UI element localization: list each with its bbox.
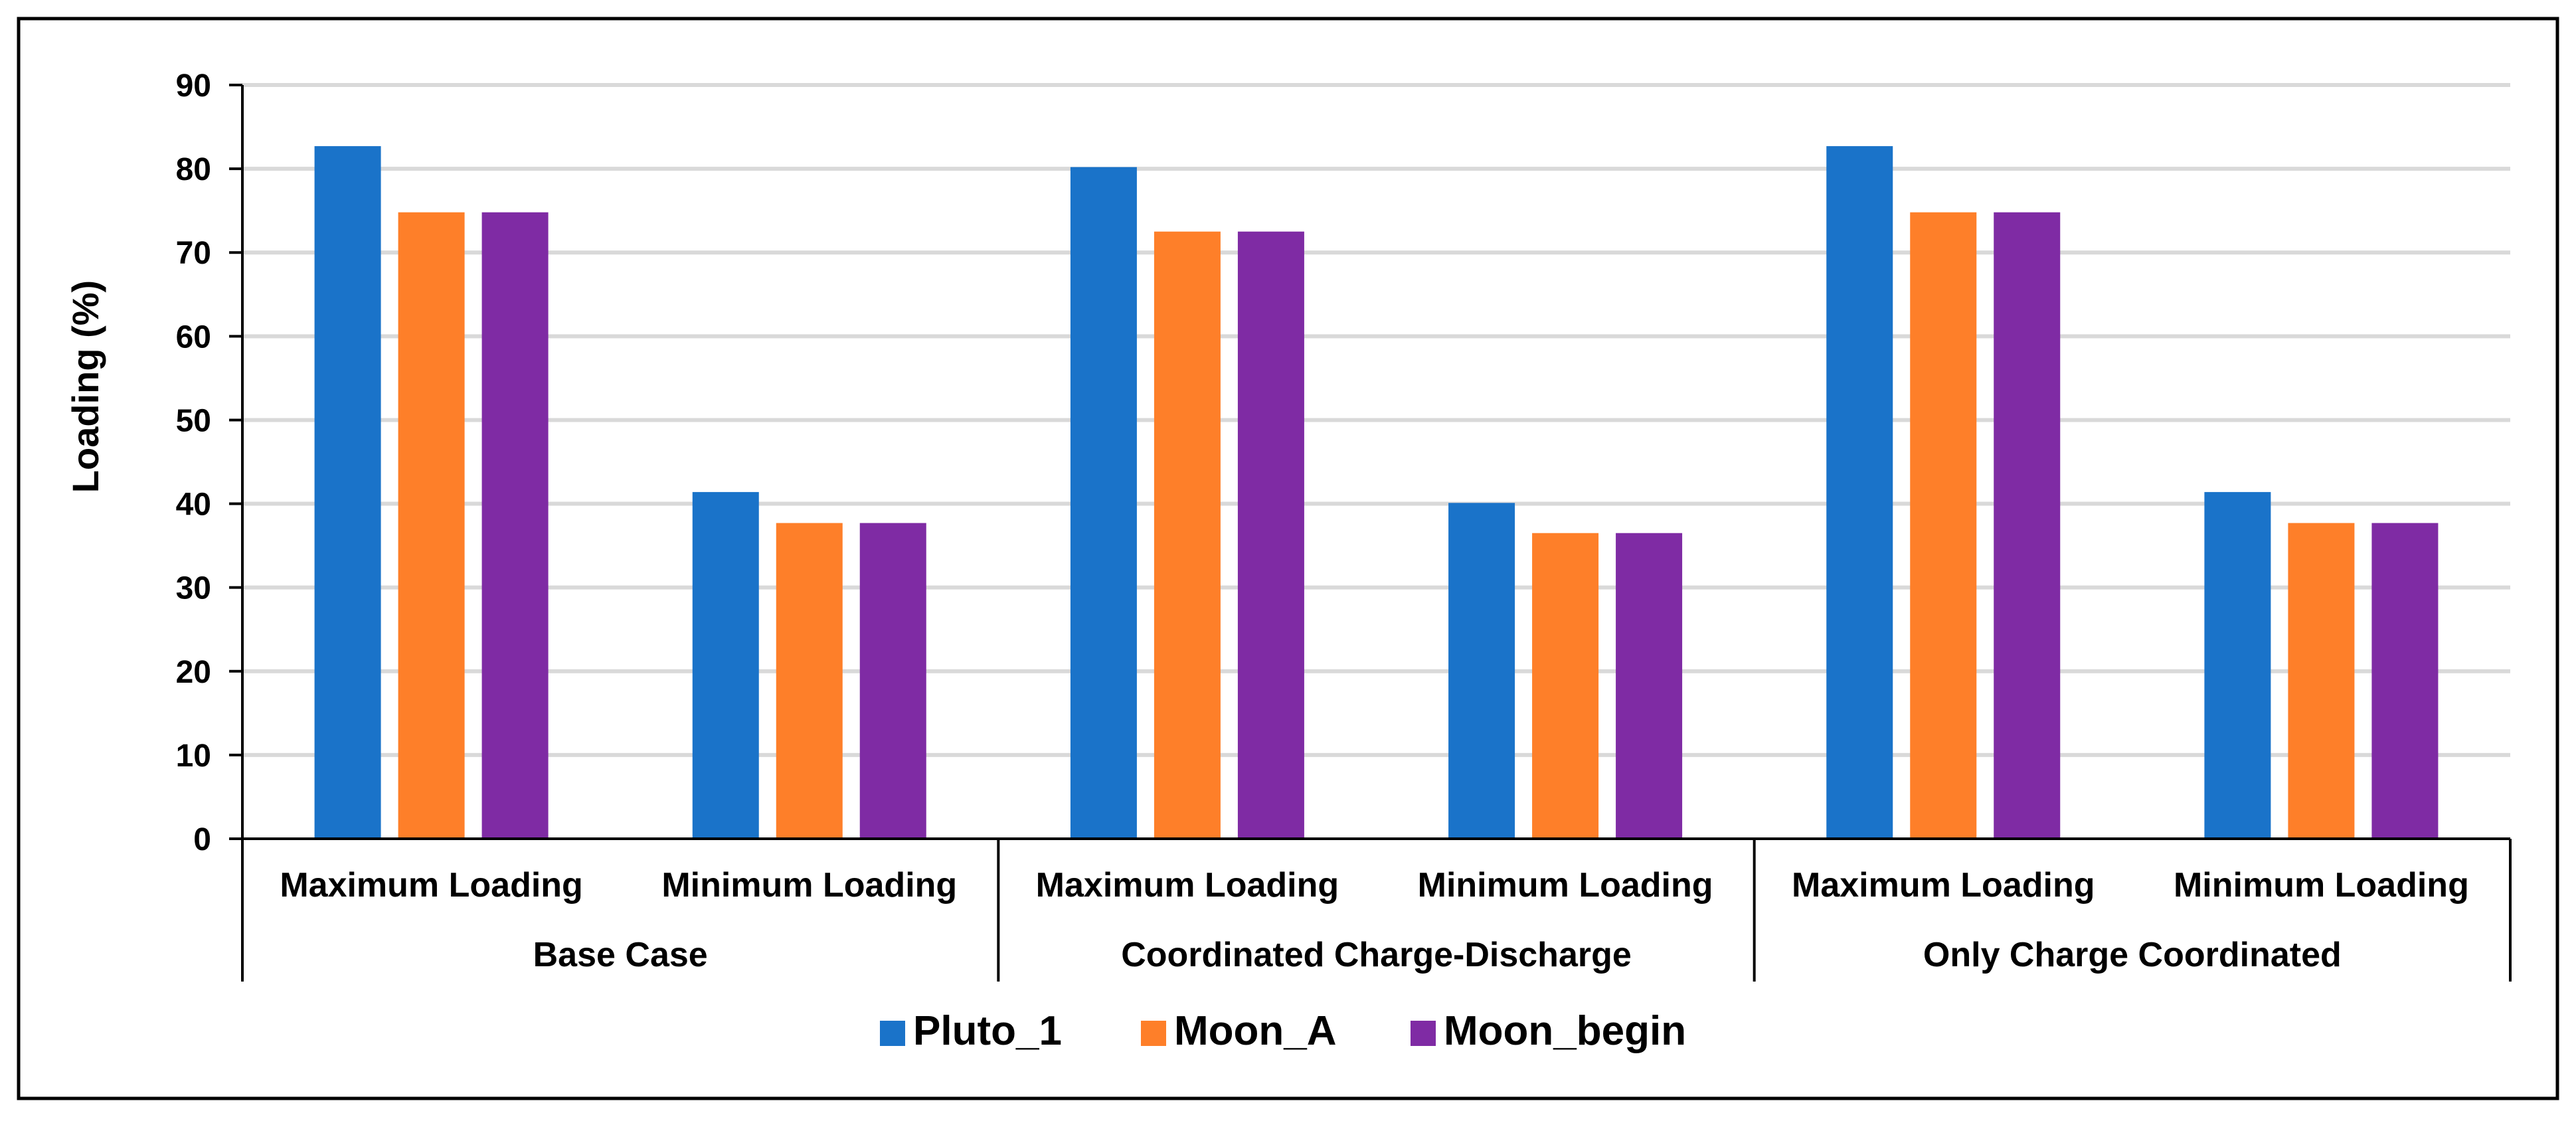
x-category-label: Minimum Loading (661, 866, 957, 905)
y-tick-label: 70 (176, 236, 211, 271)
x-group-label: Only Charge Coordinated (1923, 936, 2342, 974)
bars (314, 146, 2439, 839)
bar-moon-begin (2371, 523, 2439, 839)
legend-item: Moon_A (1141, 1008, 1337, 1054)
bar-moon-a (1532, 533, 1599, 839)
legend-label: Moon_begin (1444, 1008, 1686, 1054)
bar-moon-begin (1616, 533, 1683, 839)
y-tick-label: 90 (176, 68, 211, 104)
legend-item: Pluto_1 (880, 1008, 1062, 1054)
y-tick-label: 20 (176, 655, 211, 690)
bar-moon-begin (859, 523, 926, 839)
legend-swatch (1141, 1021, 1166, 1046)
bar-pluto-1 (314, 146, 381, 839)
bar-pluto-1 (1070, 167, 1137, 839)
gridlines (242, 83, 2510, 757)
y-tick-label: 0 (193, 822, 211, 857)
y-tick-label: 80 (176, 152, 211, 187)
bar-moon-begin (1237, 231, 1304, 839)
legend-swatch (1411, 1021, 1436, 1046)
bar-pluto-1 (692, 491, 759, 839)
y-tick-label: 40 (176, 487, 211, 523)
x-group-label: Coordinated Charge-Discharge (1121, 936, 1632, 974)
y-tick-label: 60 (176, 319, 211, 355)
bar-moon-a (1910, 212, 1977, 839)
legend-swatch (880, 1021, 905, 1046)
legend: Pluto_1 Moon_A Moon_begin (880, 1008, 1686, 1054)
y-axis-title: Loading (%) (64, 280, 106, 493)
bar-moon-a (398, 212, 465, 839)
x-category-label: Minimum Loading (2174, 866, 2469, 905)
y-tick-label: 50 (176, 403, 211, 438)
bar-pluto-1 (1448, 503, 1515, 839)
y-tick-label: 10 (176, 738, 211, 774)
legend-label: Moon_A (1174, 1008, 1337, 1054)
x-category-label: Maximum Loading (1792, 866, 2095, 905)
x-category-label: Minimum Loading (1418, 866, 1713, 905)
bar-pluto-1 (2204, 491, 2271, 839)
bar-moon-a (776, 523, 843, 839)
x-group-label: Base Case (533, 936, 708, 974)
bar-pluto-1 (1826, 146, 1893, 839)
bar-moon-begin (481, 212, 549, 839)
legend-label: Pluto_1 (913, 1008, 1062, 1054)
x-category-label: Maximum Loading (280, 866, 582, 905)
y-tick-label: 30 (176, 571, 211, 606)
axes: 0 10 20 30 40 50 60 70 80 90 Maximum Loading Minimu… (176, 68, 2512, 982)
x-category-label: Maximum Loading (1036, 866, 1339, 905)
legend-item: Moon_begin (1411, 1008, 1686, 1054)
bar-moon-a (1154, 231, 1221, 839)
bar-moon-a (2288, 523, 2355, 839)
bar-moon-begin (1994, 212, 2061, 839)
